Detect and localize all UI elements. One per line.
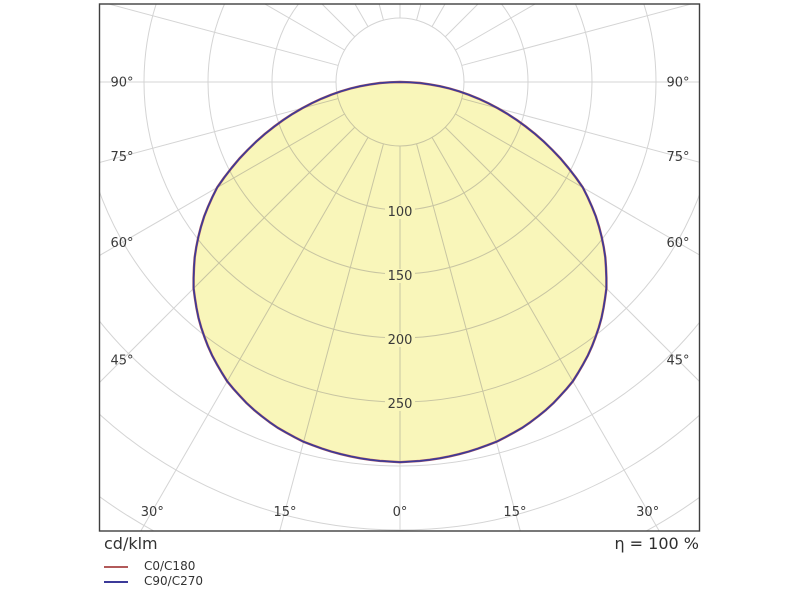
angle-label-bottom-3: 15° (503, 505, 526, 520)
angle-label-bottom-0: 30° (141, 505, 164, 520)
angle-label-left-75: 75° (110, 150, 133, 165)
red-line-swatch (104, 565, 128, 568)
angle-label-right-60: 60° (666, 236, 689, 251)
blue-line-swatch (104, 580, 128, 583)
efficiency-label: η = 100 % (614, 534, 699, 553)
ring-label-250: 250 (388, 397, 413, 412)
angle-label-left-90: 90° (110, 76, 133, 91)
angle-label-right-90: 90° (666, 76, 689, 91)
ring-label-200-bg (385, 333, 415, 347)
angle-label-bottom-2: 0° (393, 505, 408, 520)
curve-c90-c270 (192, 81, 608, 463)
ring-label-150: 150 (388, 269, 413, 284)
plot-frame (98, 3, 701, 532)
legend-item-c90-c270: C90/C270 (104, 574, 203, 589)
angle-label-left-60: 60° (110, 236, 133, 251)
angle-label-right-75: 75° (666, 150, 689, 165)
unit-label: cd/klm (104, 534, 158, 553)
legend-label-c90-c270: C90/C270 (144, 574, 203, 588)
legend-label-c0-c180: C0/C180 (144, 559, 196, 573)
legend-item-c0-c180: C0/C180 (104, 559, 203, 574)
ring-label-100: 100 (388, 205, 413, 220)
ring-label-200: 200 (388, 333, 413, 348)
angle-label-bottom-4: 30° (636, 505, 659, 520)
angle-label-bottom-1: 15° (274, 505, 297, 520)
ring-label-100-bg (385, 205, 415, 219)
angle-label-right-45: 45° (666, 354, 689, 369)
ring-label-150-bg (385, 269, 415, 283)
legend: C0/C180 C90/C270 (104, 559, 203, 589)
angle-label-left-45: 45° (110, 354, 133, 369)
ring-label-250-bg (385, 397, 415, 411)
